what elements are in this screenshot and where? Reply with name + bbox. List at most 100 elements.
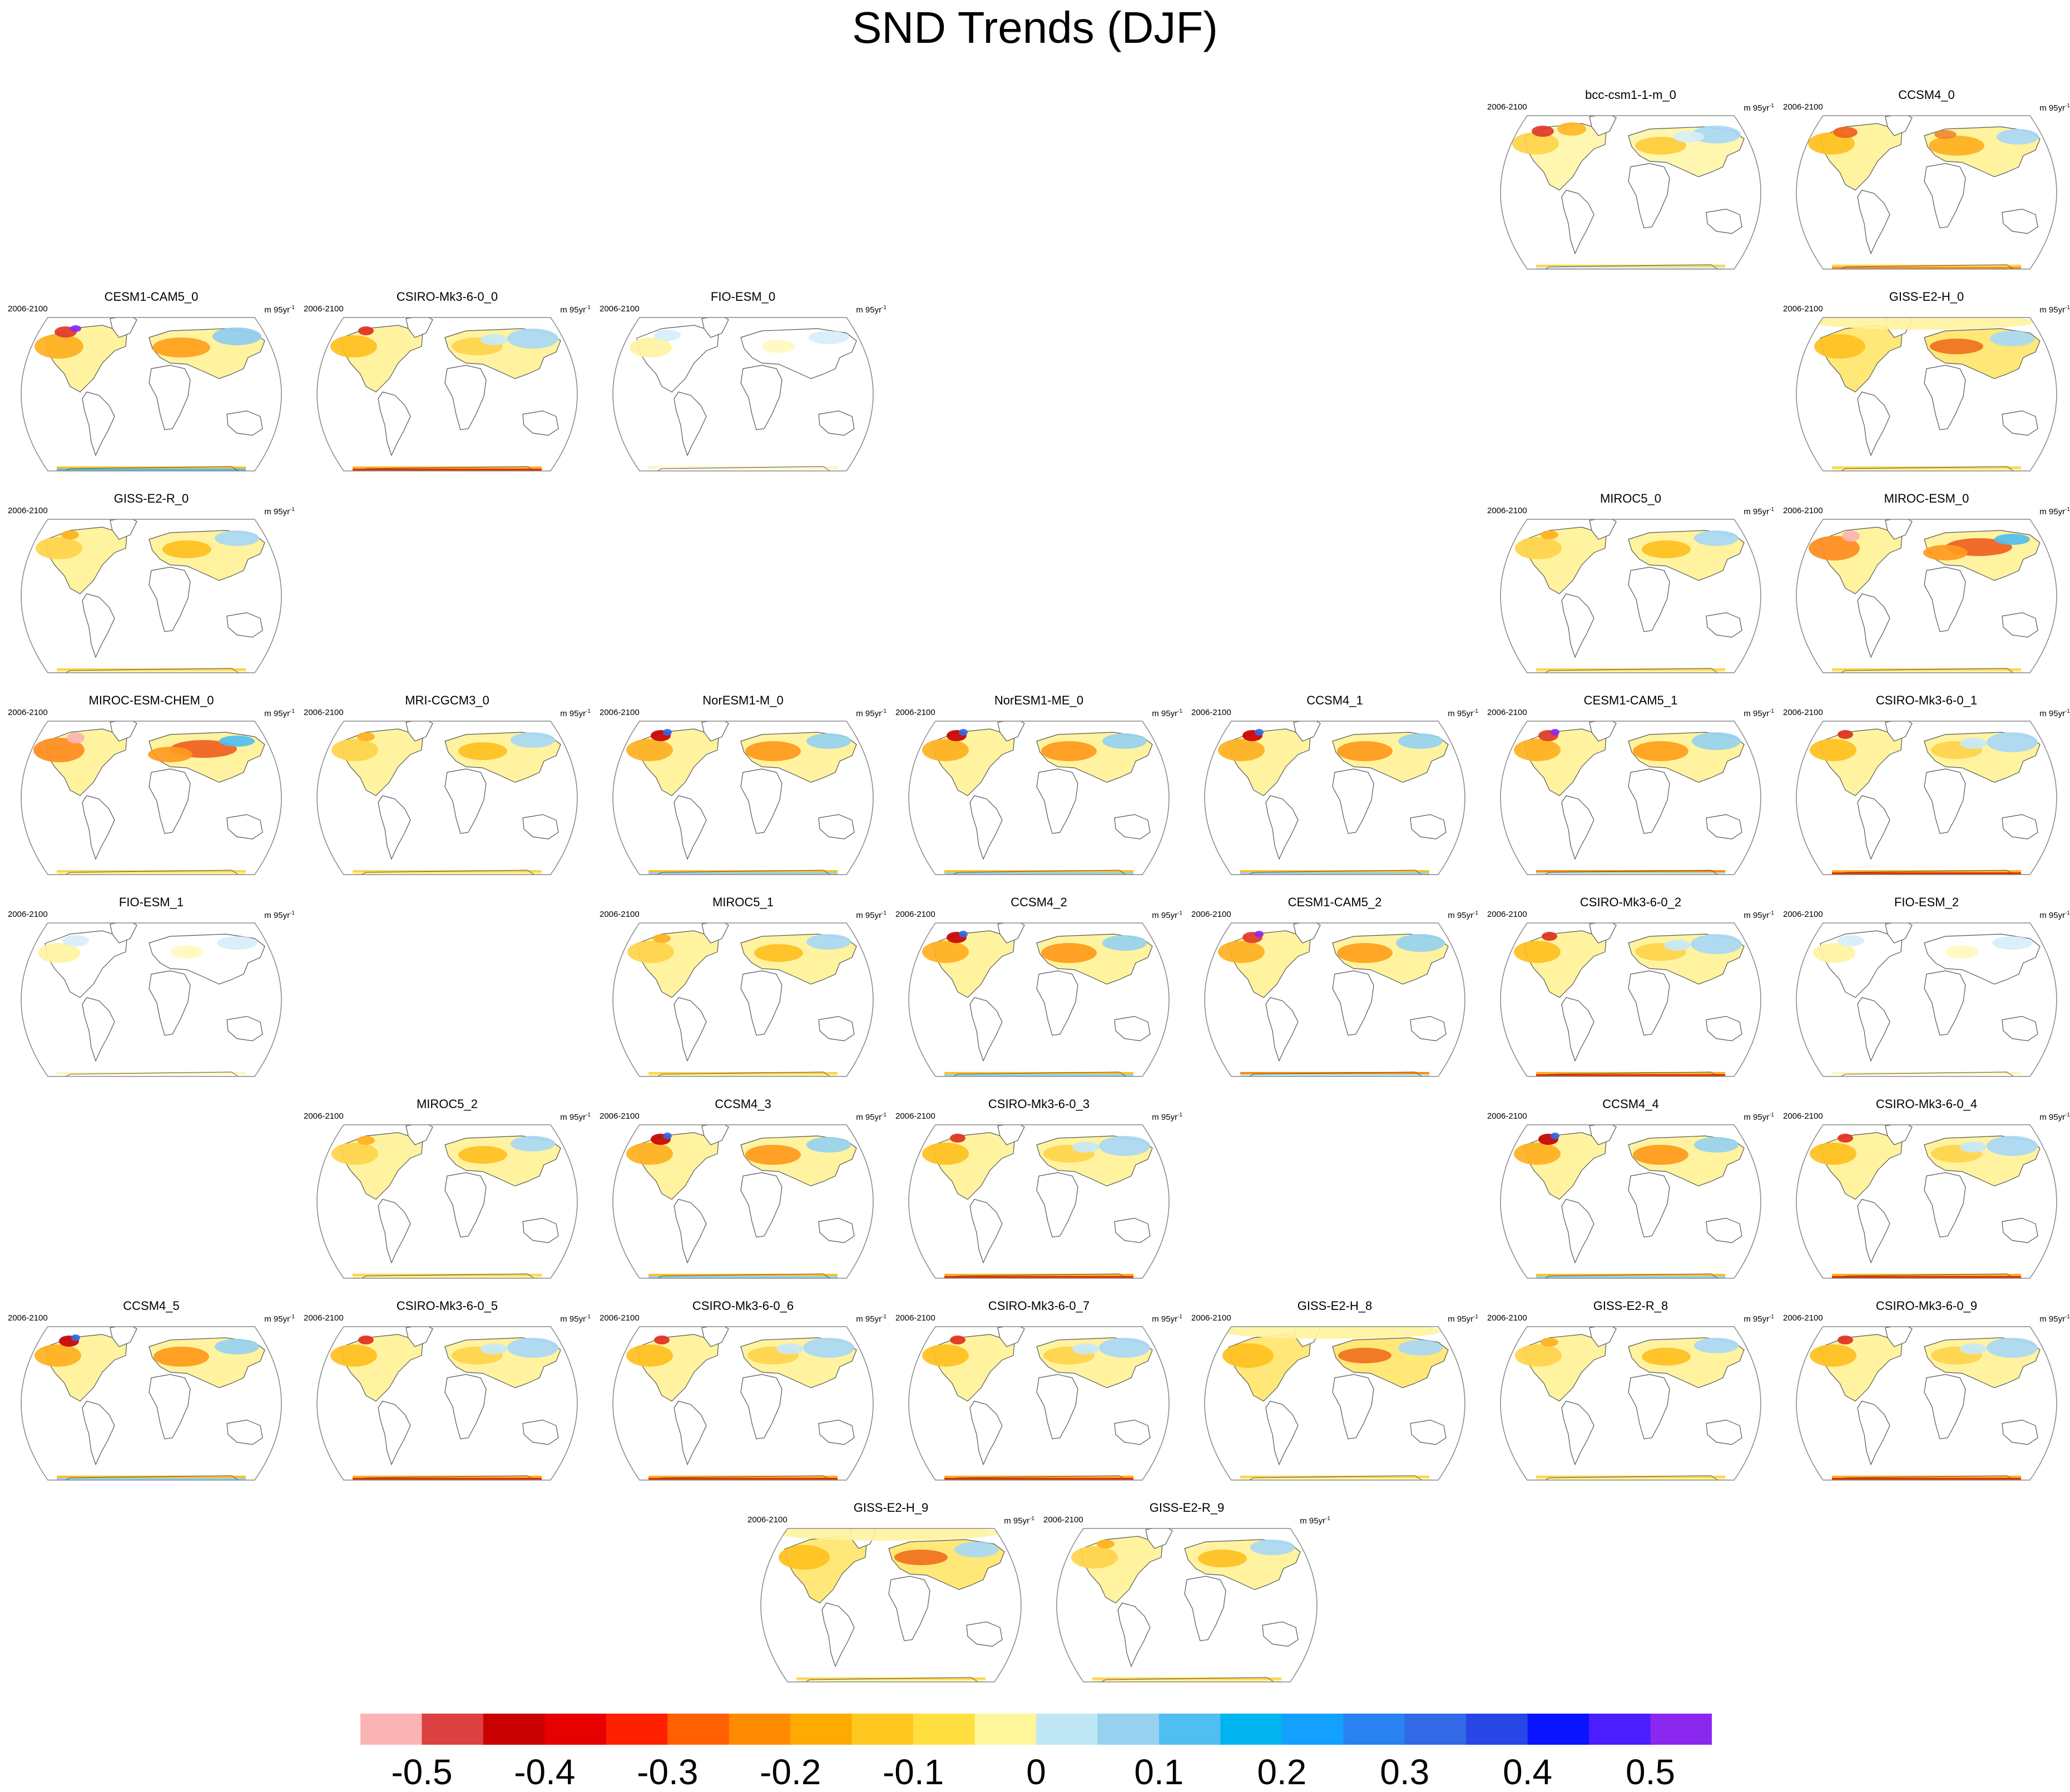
panel-unit: m 95yr-1 [2039, 1312, 2070, 1324]
continent-outline [110, 721, 137, 742]
map-projection [1204, 1326, 1465, 1481]
map-border [908, 1124, 1170, 1279]
continent-outline [1410, 814, 1447, 840]
map-border [908, 721, 1170, 875]
panel-model-name: MIROC-ESM-CHEM_0 [88, 693, 214, 707]
trend-field [1515, 537, 1562, 559]
continent-outline [1885, 923, 1913, 944]
continent-outline [1561, 593, 1594, 658]
trend-field [950, 1336, 965, 1344]
map-panel: CSIRO-Mk3-6-0_5 2006-2100 m 95yr-1 [299, 1294, 595, 1496]
trend-field [1934, 130, 1957, 139]
map-projection [908, 922, 1170, 1077]
map-projection [1500, 1326, 1761, 1481]
continent-outline [701, 1125, 729, 1145]
panel-period: 2006-2100 [600, 910, 640, 919]
map-projection [21, 721, 282, 875]
trend-field [1960, 1343, 1987, 1354]
continent-outline [1265, 795, 1299, 860]
panel-unit-base: m 95yr [2039, 1314, 2066, 1324]
trend-field [481, 334, 507, 345]
continent-outline [969, 795, 1003, 860]
trend-field [626, 1344, 673, 1367]
panel-unit-exponent: -1 [1473, 1314, 1478, 1320]
panel-unit: m 95yr-1 [1152, 1110, 1182, 1123]
trend-field [1072, 1141, 1099, 1153]
trend-field [954, 1542, 999, 1557]
trend-field [1633, 1145, 1688, 1165]
panel-unit: m 95yr-1 [264, 505, 295, 517]
colorbar-swatch [1281, 1714, 1344, 1745]
panel-unit-exponent: -1 [586, 1112, 591, 1118]
colorbar-tick-label: -0.4 [514, 1752, 576, 1792]
continent-outline [148, 1374, 191, 1439]
panel-model-name: CCSM4_2 [1011, 895, 1067, 909]
map-panel: MIROC5_2 2006-2100 m 95yr-1 [299, 1093, 595, 1294]
panel-unit-exponent: -1 [882, 1314, 887, 1320]
map-projection [612, 1326, 874, 1481]
continent-outline [1706, 612, 1742, 638]
map-border [612, 1124, 874, 1279]
panel-unit-base: m 95yr [264, 709, 290, 718]
trend-field [745, 741, 801, 761]
trend-field [1512, 132, 1559, 155]
trend-field [1814, 334, 1865, 359]
trend-field [1691, 934, 1742, 954]
continent-outline [1628, 970, 1670, 1036]
panel-unit-base: m 95yr [1448, 709, 1474, 718]
map-border [21, 721, 282, 875]
trend-field [779, 1545, 830, 1570]
panel-period: 2006-2100 [600, 708, 640, 717]
panel-unit-base: m 95yr [1004, 1516, 1030, 1526]
trend-field [809, 331, 849, 344]
panel-unit: m 95yr-1 [1300, 1514, 1330, 1526]
panel-unit: m 95yr-1 [2039, 909, 2070, 921]
trend-field [71, 1334, 80, 1341]
continent-outline [674, 795, 707, 860]
trend-field [1929, 136, 1984, 156]
continent-outline [226, 612, 263, 638]
map-panel: CSIRO-Mk3-6-0_9 2006-2100 m 95yr-1 [1779, 1294, 2070, 1496]
map-panel: CCSM4_1 2006-2100 m 95yr-1 [1187, 689, 1483, 891]
panel-model-name: CCSM4_3 [715, 1097, 771, 1111]
map-projection [1500, 721, 1761, 875]
trend-field [762, 340, 795, 353]
continent-outline [148, 365, 191, 430]
trend-field [1992, 936, 2032, 950]
continent-outline [701, 1327, 729, 1347]
continent-outline [1332, 1374, 1374, 1439]
panel-period: 2006-2100 [747, 1515, 788, 1525]
panel-period: 2006-2100 [600, 1111, 640, 1121]
trend-field [1514, 941, 1561, 963]
continent-outline [1114, 1016, 1151, 1041]
continent-outline [1589, 1327, 1617, 1347]
map-panel: CSIRO-Mk3-6-0_1 2006-2100 m 95yr-1 [1779, 689, 2070, 891]
panel-model-name: GISS-E2-R_8 [1593, 1299, 1668, 1313]
map-projection [1796, 1124, 2057, 1279]
panel-unit: m 95yr-1 [1152, 707, 1182, 719]
continent-outline [110, 1327, 137, 1347]
panel-model-name: CSIRO-Mk3-6-0_7 [988, 1299, 1090, 1313]
continent-outline [110, 519, 137, 540]
continent-outline [701, 317, 729, 338]
panel-unit-exponent: -1 [290, 305, 295, 311]
panel-model-name: MIROC5_2 [416, 1097, 478, 1111]
panel-unit-exponent: -1 [882, 1112, 887, 1118]
panel-unit-base: m 95yr [2039, 103, 2066, 113]
continent-outline [1820, 728, 1903, 796]
panel-unit-base: m 95yr [2039, 507, 2066, 517]
continent-outline [340, 1132, 423, 1200]
trend-field [458, 742, 507, 760]
trend-field [330, 335, 377, 358]
panel-unit: m 95yr-1 [1004, 1514, 1034, 1526]
continent-outline [1524, 1132, 1607, 1200]
continent-outline [148, 567, 191, 632]
colorbar-tick-label: 0 [1026, 1752, 1046, 1792]
map-panel: CCSM4_3 2006-2100 m 95yr-1 [595, 1093, 891, 1294]
panel-model-name: CESM1-CAM5_1 [1583, 693, 1678, 707]
colorbar-swatch [913, 1714, 975, 1745]
panel-unit-base: m 95yr [560, 1314, 586, 1324]
panel-period: 2006-2100 [895, 1313, 935, 1323]
continent-outline [1628, 768, 1670, 834]
continent-outline [1561, 997, 1594, 1062]
